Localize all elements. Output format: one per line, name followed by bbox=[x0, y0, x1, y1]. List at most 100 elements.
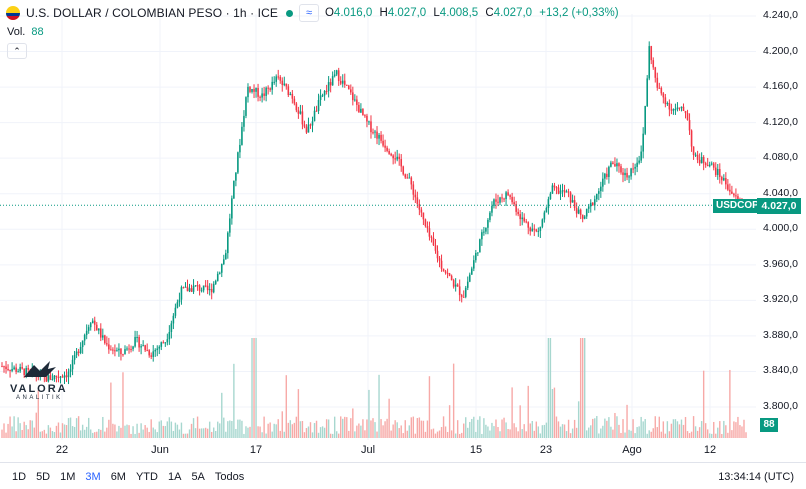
candle-body bbox=[418, 203, 421, 210]
volume-bar bbox=[384, 421, 386, 438]
candle-body bbox=[725, 178, 727, 185]
range-button-6m[interactable]: 6M bbox=[110, 471, 126, 483]
candle-body bbox=[658, 87, 661, 89]
chevron-up-icon[interactable]: ⌃ bbox=[7, 43, 27, 59]
volume-bar bbox=[388, 398, 390, 438]
volume-bar bbox=[569, 433, 572, 438]
candle-body bbox=[638, 160, 640, 163]
candle-body bbox=[426, 226, 429, 229]
candle-body bbox=[400, 159, 403, 167]
candle-body bbox=[120, 348, 122, 355]
volume-bar bbox=[644, 419, 646, 438]
volume-bar bbox=[404, 420, 406, 438]
volume-bar bbox=[579, 338, 582, 438]
volume-bar bbox=[192, 418, 195, 438]
volume-bar bbox=[182, 433, 185, 438]
candle-body bbox=[606, 173, 608, 177]
candle-body bbox=[156, 348, 159, 351]
candle-body bbox=[634, 166, 636, 169]
volume-bar bbox=[118, 425, 120, 438]
logo-name: VALORA bbox=[10, 383, 68, 395]
candle-body bbox=[690, 130, 693, 147]
volume-bar bbox=[295, 416, 298, 438]
volume-bar bbox=[523, 424, 525, 438]
volume-bar bbox=[495, 419, 497, 438]
candle-body bbox=[448, 273, 451, 276]
candle-body bbox=[190, 288, 193, 292]
volume-bar bbox=[709, 433, 711, 438]
range-button-ytd[interactable]: YTD bbox=[135, 471, 158, 483]
candle-body bbox=[208, 289, 211, 291]
candle-body bbox=[608, 166, 610, 177]
candle-body bbox=[650, 46, 653, 61]
volume-bar bbox=[729, 369, 731, 438]
symbol-price-tag: USDCOP bbox=[713, 199, 762, 213]
volume-bar bbox=[160, 420, 162, 438]
candle-body bbox=[396, 156, 398, 160]
candle-body bbox=[567, 191, 570, 193]
market-status-icon[interactable] bbox=[285, 9, 293, 17]
candle-body bbox=[563, 190, 566, 193]
volume-bar bbox=[90, 429, 92, 438]
volume-bar bbox=[487, 426, 489, 438]
volume-bar bbox=[227, 421, 229, 438]
symbol-title[interactable]: U.S. DOLLAR / COLOMBIAN PESO · 1h · ICE bbox=[26, 6, 278, 20]
volume-bar bbox=[271, 431, 273, 438]
candle-body bbox=[551, 185, 554, 194]
candle-body bbox=[93, 320, 96, 325]
volume-bar bbox=[362, 419, 364, 438]
volume-bar bbox=[243, 433, 245, 438]
candle-body bbox=[214, 280, 217, 284]
volume-bar bbox=[106, 427, 108, 438]
candle-body bbox=[670, 109, 673, 111]
volume-bar bbox=[325, 419, 328, 438]
range-button-1a[interactable]: 1A bbox=[167, 471, 182, 483]
range-button-todos[interactable]: Todos bbox=[214, 471, 245, 483]
volume-bar bbox=[507, 429, 509, 438]
candle-body bbox=[593, 199, 596, 206]
volume-bar bbox=[77, 416, 80, 438]
volume-bar bbox=[539, 433, 542, 438]
candle-body bbox=[450, 275, 453, 281]
volume-bar bbox=[239, 419, 241, 438]
range-button-1d[interactable]: 1D bbox=[12, 471, 27, 483]
range-button-5d[interactable]: 5D bbox=[36, 471, 51, 483]
volume-bar bbox=[396, 422, 398, 438]
candle-body bbox=[110, 349, 112, 351]
candle-body bbox=[275, 76, 278, 82]
candle-body bbox=[410, 177, 413, 185]
volume-bar bbox=[231, 420, 233, 438]
range-button-5a[interactable]: 5A bbox=[191, 471, 205, 483]
volume-bar bbox=[612, 429, 614, 438]
candle-body bbox=[158, 346, 161, 349]
candle-body bbox=[352, 92, 354, 101]
compare-button[interactable]: ≈ bbox=[298, 4, 319, 22]
volume-bar bbox=[303, 432, 306, 438]
range-button-3m[interactable]: 3M bbox=[85, 471, 101, 483]
candle-body bbox=[358, 104, 360, 113]
volume-bar bbox=[465, 417, 467, 438]
volume-bar bbox=[717, 427, 719, 438]
volume-legend[interactable]: Vol. 88 bbox=[7, 26, 44, 38]
candle-body bbox=[339, 80, 342, 84]
candle-body bbox=[13, 367, 15, 370]
candle-body bbox=[624, 172, 626, 176]
volume-bar bbox=[360, 425, 362, 438]
volume-bar bbox=[688, 433, 691, 438]
range-button-1m[interactable]: 1M bbox=[60, 471, 76, 483]
candle-body bbox=[718, 168, 721, 178]
volume-bar bbox=[309, 422, 312, 438]
candle-body bbox=[682, 106, 685, 111]
chart-canvas[interactable] bbox=[0, 0, 806, 462]
volume-bar bbox=[628, 429, 630, 438]
volume-bar bbox=[144, 425, 146, 438]
utc-clock[interactable]: 13:34:14 (UTC) bbox=[718, 471, 794, 483]
volume-bar bbox=[638, 426, 640, 438]
candle-body bbox=[382, 140, 384, 146]
volume-bar bbox=[249, 426, 251, 438]
volume-bar bbox=[126, 424, 128, 438]
candle-body bbox=[555, 187, 558, 189]
volume-bar bbox=[245, 426, 247, 438]
volume-bar bbox=[104, 431, 106, 438]
volume-bar bbox=[350, 418, 352, 438]
